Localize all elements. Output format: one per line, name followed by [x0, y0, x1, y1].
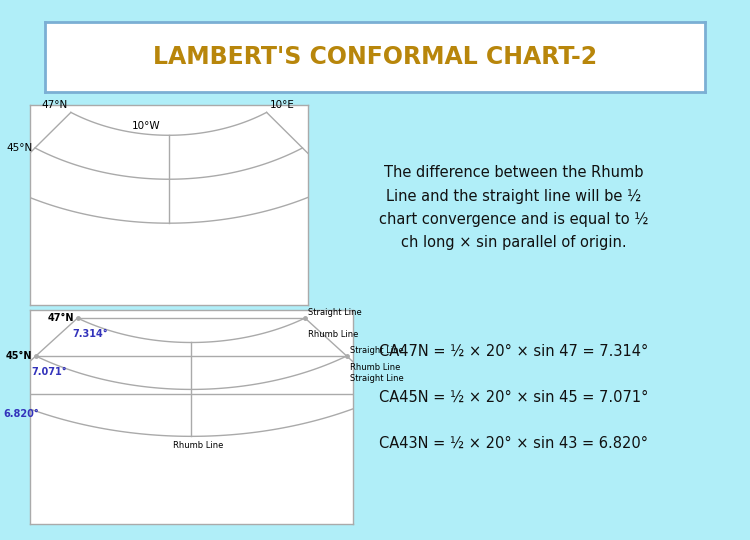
Text: 45°N: 45°N	[6, 143, 32, 153]
Text: LAMBERT'S CONFORMAL CHART-2: LAMBERT'S CONFORMAL CHART-2	[153, 45, 597, 69]
Text: The difference between the Rhumb
Line and the straight line will be ½
chart conv: The difference between the Rhumb Line an…	[379, 165, 649, 251]
Text: 10°E: 10°E	[269, 100, 294, 110]
Text: Rhumb Line: Rhumb Line	[308, 330, 358, 340]
Text: CA47N = ½ × 20° × sin 47 = 7.314°: CA47N = ½ × 20° × sin 47 = 7.314°	[379, 343, 648, 359]
Text: CA45N = ½ × 20° × sin 45 = 7.071°: CA45N = ½ × 20° × sin 45 = 7.071°	[379, 389, 649, 404]
Text: 10°W: 10°W	[132, 122, 160, 131]
Text: 45°N: 45°N	[6, 351, 32, 361]
Text: 7.071°: 7.071°	[31, 367, 67, 377]
Text: Rhumb Line: Rhumb Line	[172, 441, 223, 450]
Text: CA43N = ½ × 20° × sin 43 = 6.820°: CA43N = ½ × 20° × sin 43 = 6.820°	[380, 435, 648, 450]
Text: 47°N: 47°N	[48, 313, 74, 323]
Text: Straight Line: Straight Line	[308, 308, 362, 317]
Text: Straight Line: Straight Line	[350, 346, 404, 355]
Text: Rhumb Line
Straight Line: Rhumb Line Straight Line	[350, 363, 404, 382]
Text: 7.314°: 7.314°	[73, 329, 109, 339]
Text: 47°N: 47°N	[42, 100, 68, 110]
Text: 6.820°: 6.820°	[4, 409, 40, 419]
